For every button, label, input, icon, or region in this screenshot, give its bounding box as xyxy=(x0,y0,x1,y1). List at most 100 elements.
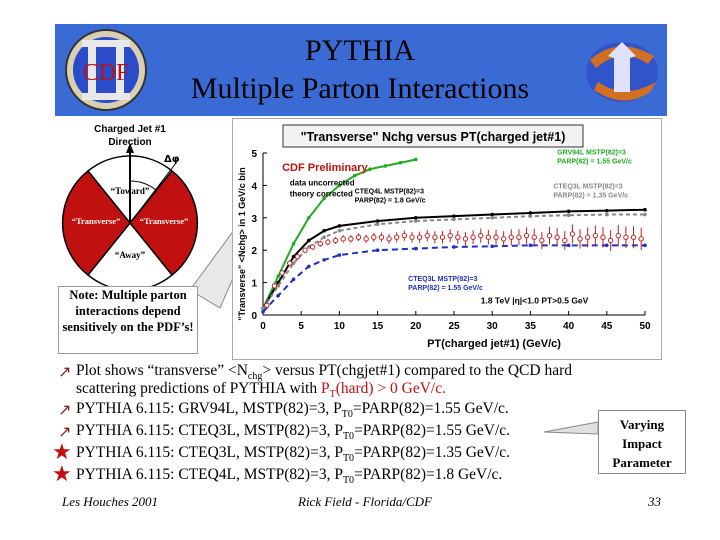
series-point xyxy=(307,238,311,243)
data-point xyxy=(600,234,606,240)
x-tick-label: 45 xyxy=(601,321,613,332)
data-point xyxy=(630,234,637,240)
data-point xyxy=(394,234,400,240)
series-point xyxy=(414,246,418,251)
series-point xyxy=(375,222,380,227)
series-point xyxy=(291,261,296,265)
data-point xyxy=(585,234,591,240)
jet-region-diagram: Charged Jet #1 Direction Δφ “Toward” “Tr… xyxy=(61,124,199,288)
series-line xyxy=(262,244,645,313)
data-point xyxy=(439,234,446,240)
data-point xyxy=(478,232,484,239)
data-point xyxy=(562,237,568,244)
series-point xyxy=(414,219,418,223)
bullet-2: PYTHIA 6.115: GRV94L, MSTP(82)=3, PT0=PA… xyxy=(76,400,509,421)
annotation-cteq3-155-line2: PARP(82) = 1.55 GeV/c xyxy=(408,285,483,292)
series-point xyxy=(291,254,296,259)
series-point xyxy=(605,243,609,248)
series-point xyxy=(307,216,311,220)
series-point xyxy=(276,284,281,288)
data-point xyxy=(294,253,301,260)
bullet-4: PYTHIA 6.115: CTEQ3L, MSTP(82)=3, PT0=PA… xyxy=(76,444,511,465)
data-point xyxy=(516,234,522,240)
series-point xyxy=(307,245,311,249)
series-point xyxy=(383,164,388,168)
series-point xyxy=(276,274,281,278)
annotation-grv: GRV94L MSTP(82)=3 xyxy=(557,150,626,157)
data-point xyxy=(523,232,530,239)
footer-conference: Les Houches 2001 xyxy=(62,494,159,509)
data-point xyxy=(455,234,461,240)
series-point xyxy=(368,167,372,171)
data-point xyxy=(302,247,308,253)
series-point xyxy=(490,212,495,217)
svg-text:“Transverse”: “Transverse” xyxy=(140,216,188,226)
star-icon: ★ xyxy=(52,440,72,465)
data-point xyxy=(615,232,621,239)
data-point xyxy=(279,270,285,276)
series-point xyxy=(375,219,380,223)
data-point xyxy=(592,232,599,239)
series-point xyxy=(566,213,571,218)
series-point xyxy=(276,293,281,298)
data-point xyxy=(554,234,560,240)
title-banner xyxy=(55,24,667,116)
annotation-cuts: 1.8 TeV |η|<1.0 PT>0.5 GeV xyxy=(481,296,589,306)
series-point xyxy=(322,258,326,262)
y-tick-label: 1 xyxy=(251,279,257,290)
svg-text:“Away”: “Away” xyxy=(115,250,146,260)
bullet-1-line1: Plot shows “transverse” <Nchg> versus PT… xyxy=(76,362,572,383)
x-tick-label: 15 xyxy=(372,321,384,332)
series-point xyxy=(643,207,647,212)
x-tick-label: 30 xyxy=(487,321,499,332)
data-point xyxy=(378,234,385,240)
annotation-cteq4: CTEQ4L MSTP(82)=3 xyxy=(355,189,424,196)
annotation-cteq3-135: CTEQ3L MSTP(82)=3 xyxy=(553,184,622,191)
series-point xyxy=(490,216,495,220)
series-point xyxy=(291,241,296,246)
data-point xyxy=(493,234,499,240)
data-point xyxy=(432,234,438,240)
footer-page-number: 33 xyxy=(648,494,661,509)
data-point xyxy=(401,232,408,239)
slide-title-line1: PYTHIA xyxy=(305,34,415,67)
varying-impact-callout: Varying Impact Parameter xyxy=(598,410,686,474)
series-point xyxy=(490,244,495,249)
series-point xyxy=(452,217,456,222)
data-point xyxy=(638,236,644,242)
series-point xyxy=(307,264,311,269)
data-point xyxy=(546,232,553,239)
annotation-theory: theory corrected xyxy=(290,190,353,199)
series-point xyxy=(291,277,296,282)
series-point xyxy=(566,209,571,214)
florida-logo xyxy=(586,42,658,102)
annotation-cteq3-155: CTEQ3L MSTP(82)=3 xyxy=(408,276,477,283)
svg-text:“Transverse”: “Transverse” xyxy=(72,216,120,226)
slide-title-line2: Multiple Parton Interactions xyxy=(190,72,530,105)
footer-author: Rick Field - Florida/CDF xyxy=(298,494,432,509)
data-point xyxy=(355,234,362,240)
annotation-uncorrected: data uncorrected xyxy=(290,178,355,187)
data-point xyxy=(485,234,492,240)
data-point xyxy=(607,237,614,244)
data-point xyxy=(531,234,537,240)
arrow-icon: ↗ xyxy=(58,362,72,381)
series-point xyxy=(566,243,571,248)
data-point xyxy=(325,239,331,245)
cdf-logo: CDF xyxy=(65,29,147,111)
series-point xyxy=(643,243,647,248)
series-point xyxy=(528,243,533,248)
svg-text:“Toward”: “Toward” xyxy=(111,186,150,196)
chart-panel: "Transverse" Nchg versus PT(charged jet#… xyxy=(232,118,662,360)
x-tick-label: 10 xyxy=(334,321,346,332)
x-tick-label: 0 xyxy=(260,321,266,332)
series-point xyxy=(452,214,456,218)
x-tick-label: 35 xyxy=(525,321,537,332)
svg-text:Direction: Direction xyxy=(108,137,151,148)
series-point xyxy=(322,235,326,240)
bullet-5: PYTHIA 6.115: CTEQ4L, MSTP(82)=3, PT0=PA… xyxy=(76,466,503,487)
data-point xyxy=(363,236,369,242)
series-point xyxy=(261,309,265,314)
data-point xyxy=(416,234,423,240)
series-point xyxy=(337,224,342,228)
